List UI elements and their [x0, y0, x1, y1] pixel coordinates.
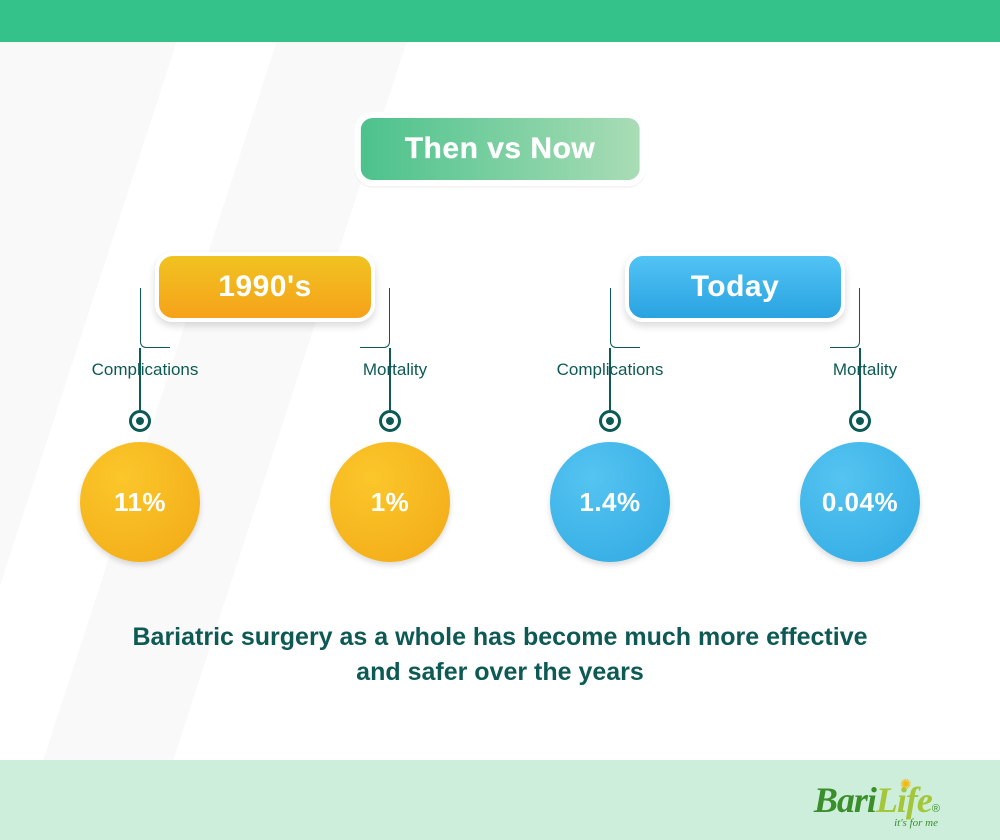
target-icon-today-mort	[849, 410, 871, 432]
brand-logo: ✺ BariLife® it's for me	[814, 779, 940, 821]
label-mortality-1990s: Mortality	[330, 360, 460, 380]
stat-circle-1990s-mortality: 1%	[330, 442, 450, 562]
target-inner	[856, 417, 864, 425]
period-label-1990s: 1990's	[218, 270, 312, 304]
title-text: Then vs Now	[405, 132, 596, 165]
target-inner	[386, 417, 394, 425]
label-mortality-today: Mortality	[800, 360, 930, 380]
target-icon-1990s-comp	[129, 410, 151, 432]
top-bar	[0, 0, 1000, 42]
target-inner	[136, 417, 144, 425]
title-pill: Then vs Now	[355, 112, 646, 186]
connector-today-right	[830, 288, 860, 348]
stat-value-today-complications: 1.4%	[579, 487, 640, 518]
period-pill-1990s: 1990's	[155, 252, 375, 322]
bottom-bar: ✺ BariLife® it's for me	[0, 760, 1000, 840]
registered-icon: ®	[932, 803, 940, 815]
connector-1990s-left	[140, 288, 170, 348]
label-complications-1990s: Complications	[80, 360, 210, 380]
main-content: Then vs Now 1990's Today Complications M…	[0, 42, 1000, 760]
period-label-today: Today	[691, 270, 780, 304]
target-icon-1990s-mort	[379, 410, 401, 432]
stat-value-1990s-mortality: 1%	[371, 487, 410, 518]
stat-value-1990s-complications: 11%	[114, 487, 166, 518]
connector-1990s-right	[360, 288, 390, 348]
logo-text-bari: Bari	[814, 779, 876, 821]
period-pill-today: Today	[625, 252, 845, 322]
stat-circle-today-complications: 1.4%	[550, 442, 670, 562]
sun-icon: ✺	[900, 776, 912, 793]
caption-text: Bariatric surgery as a whole has become …	[120, 620, 880, 690]
logo-tagline: it's for me	[894, 817, 938, 829]
stat-circle-today-mortality: 0.04%	[800, 442, 920, 562]
target-icon-today-comp	[599, 410, 621, 432]
stat-value-today-mortality: 0.04%	[822, 487, 898, 518]
target-inner	[606, 417, 614, 425]
connector-today-left	[610, 288, 640, 348]
stat-circle-1990s-complications: 11%	[80, 442, 200, 562]
label-complications-today: Complications	[545, 360, 675, 380]
